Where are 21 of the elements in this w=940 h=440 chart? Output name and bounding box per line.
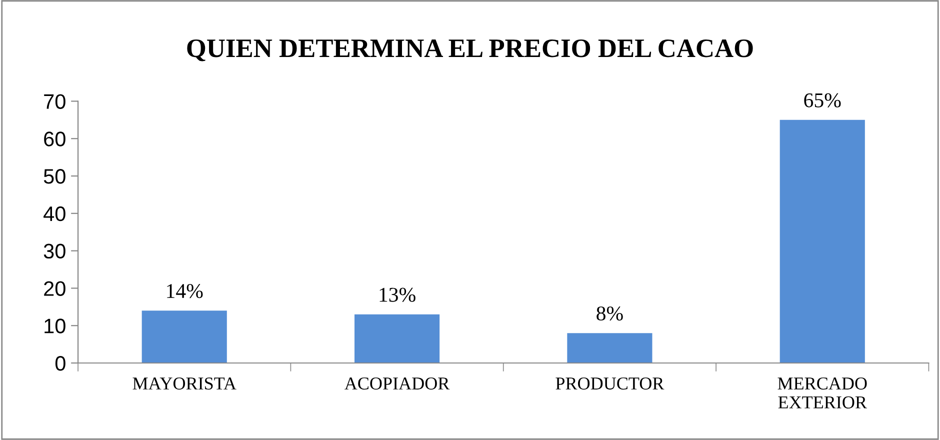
x-tick-label: PRODUCTOR bbox=[556, 377, 664, 390]
data-label: 14% bbox=[167, 284, 203, 298]
data-label: 8% bbox=[596, 306, 623, 321]
bar bbox=[354, 314, 440, 363]
y-tick-label: 60 bbox=[44, 132, 66, 146]
x-tick-label: MERCADO EXTERIOR bbox=[778, 377, 867, 408]
data-label: 65% bbox=[804, 93, 841, 108]
y-tick-label: 50 bbox=[44, 169, 66, 184]
x-tick-label: MAYORISTA bbox=[132, 377, 236, 390]
data-label: 13% bbox=[380, 288, 416, 302]
bar bbox=[567, 333, 652, 363]
y-tick-label: 40 bbox=[44, 206, 66, 222]
chart-title: QUIEN DETERMINA EL PRECIO DEL CACAO bbox=[187, 39, 753, 62]
y-tick-label: 30 bbox=[44, 244, 66, 259]
y-tick-label: 10 bbox=[44, 318, 66, 334]
bar bbox=[780, 120, 865, 363]
y-tick-label: 0 bbox=[55, 356, 66, 371]
x-tick-label: ACOPIADOR bbox=[344, 377, 450, 390]
y-tick-label: 20 bbox=[44, 281, 66, 296]
y-tick-label: 70 bbox=[44, 94, 66, 109]
bar bbox=[142, 310, 227, 363]
